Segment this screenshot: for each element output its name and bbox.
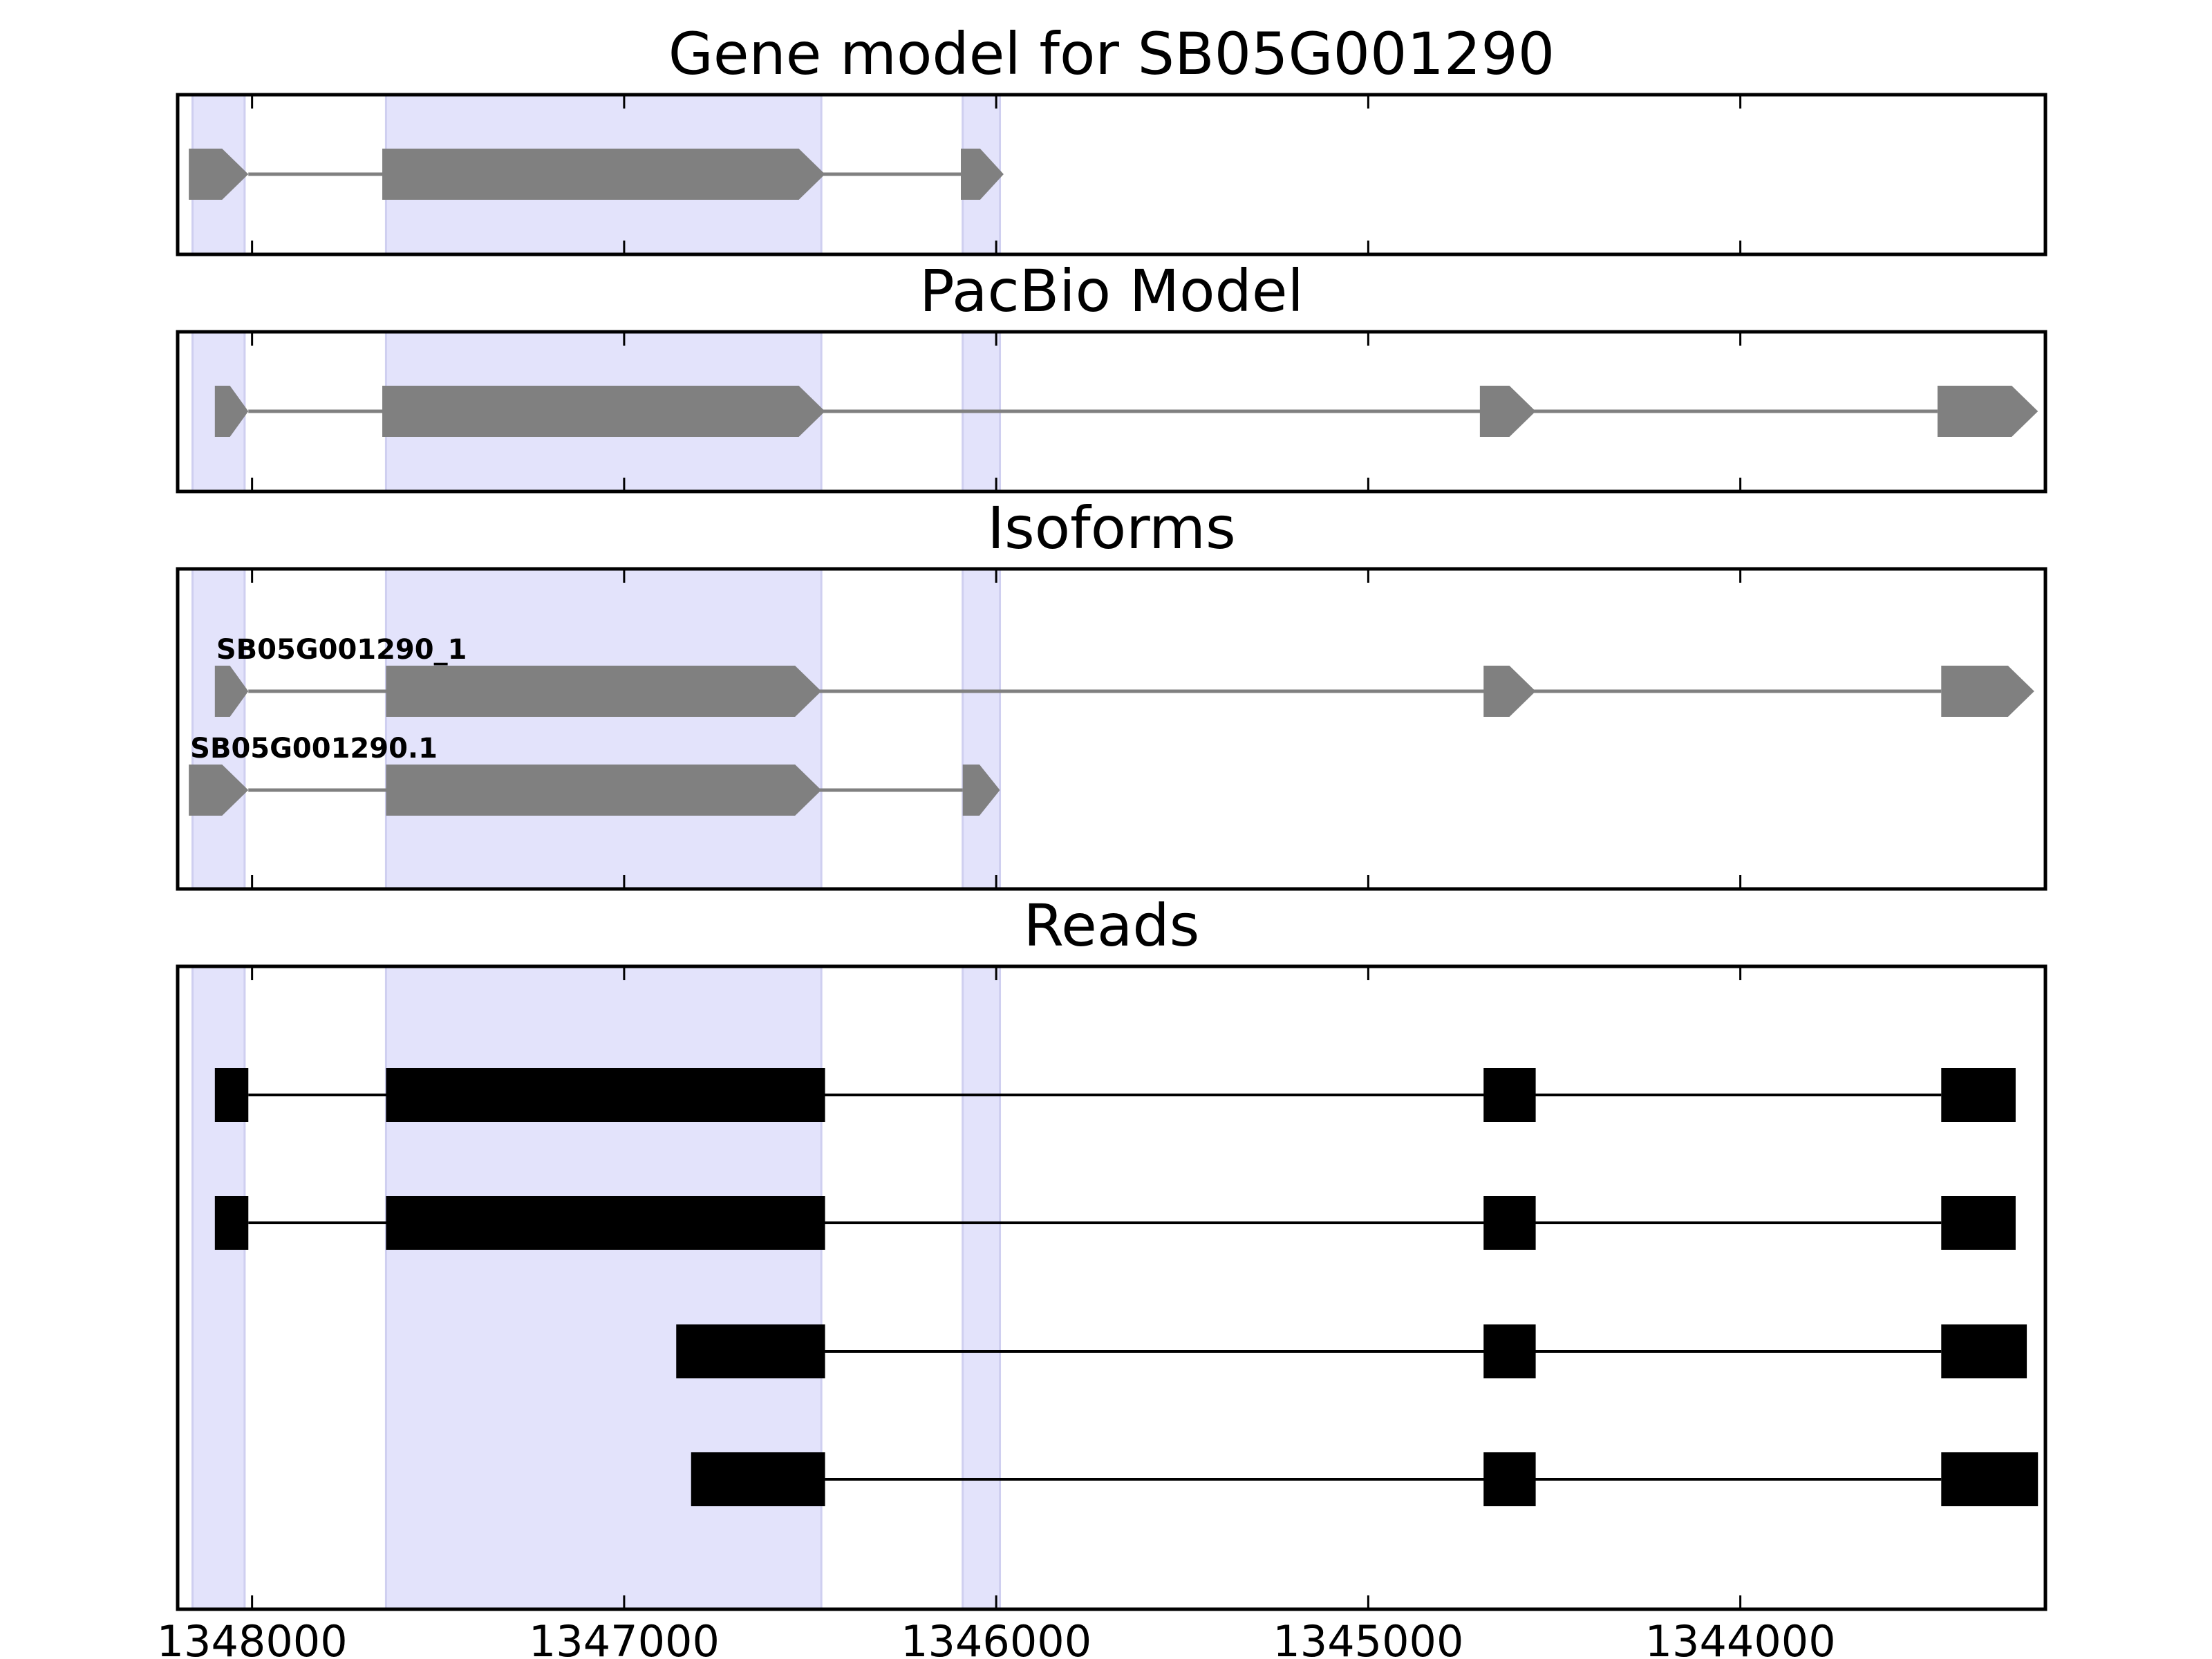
exon-arrow (382, 386, 825, 437)
gene-model-track-1 (189, 149, 1004, 200)
highlight-region-3 (962, 965, 1002, 1611)
exon-block (676, 1324, 825, 1378)
highlight-region-2 (384, 568, 823, 890)
pacbio-model-title: PacBio Model (919, 257, 1304, 325)
pacbio-model-track-1 (214, 386, 2038, 437)
highlight-region-3 (962, 568, 1002, 890)
isoform-label: SB05G001290_1 (216, 634, 467, 666)
highlight-layer (191, 93, 1002, 1611)
exon-block (1483, 1068, 1536, 1122)
exon-block (386, 1068, 825, 1122)
reads-track-2 (214, 1196, 2016, 1250)
x-tick-label: 1348000 (157, 1616, 348, 1659)
isoform-label: SB05G001290.1 (190, 733, 438, 765)
highlight-region-1 (191, 965, 246, 1611)
reads-track-3 (676, 1324, 2027, 1378)
exon-block (214, 1068, 249, 1122)
exon-block (1483, 1452, 1536, 1506)
exon-arrow (386, 765, 822, 816)
exon-block (691, 1452, 825, 1506)
reads-track-1 (214, 1068, 2016, 1122)
exon-arrow (386, 666, 822, 717)
exon-arrow (382, 149, 825, 200)
exon-arrow (1483, 666, 1536, 717)
isoforms-track-1 (214, 666, 2034, 717)
exon-arrow (214, 386, 249, 437)
exon-block (1941, 1196, 2016, 1250)
exon-block (214, 1196, 249, 1250)
exon-block (1941, 1452, 2038, 1506)
x-tick-label: 1345000 (1273, 1616, 1463, 1659)
isoforms-title: Isoforms (987, 494, 1236, 562)
track-layer (189, 149, 2038, 1506)
exon-block (1483, 1324, 1536, 1378)
x-tick-label: 1346000 (901, 1616, 1091, 1659)
exon-arrow (189, 149, 249, 200)
exon-arrow (1941, 666, 2034, 717)
gene-model-frame (176, 93, 2047, 256)
reads-frame (176, 964, 2047, 1611)
exon-arrow (961, 149, 1004, 200)
reads-title: Reads (1024, 892, 1200, 959)
exon-arrow (1937, 386, 2038, 437)
exon-arrow (962, 765, 1000, 816)
highlight-region-1 (191, 568, 246, 890)
pacbio-model-frame (176, 330, 2047, 494)
exon-block (1941, 1324, 2027, 1378)
frame-layer (176, 93, 2047, 1611)
highlight-region-2 (384, 965, 823, 1611)
isoforms-track-2 (189, 765, 1000, 816)
exon-arrow (189, 765, 249, 816)
exon-block (1941, 1068, 2016, 1122)
reads-track-4 (691, 1452, 2038, 1506)
x-tick-label: 1347000 (529, 1616, 720, 1659)
exon-arrow (1479, 386, 1536, 437)
isoforms-frame (176, 567, 2047, 891)
exon-block (386, 1196, 825, 1250)
text-layer: Gene model for SB05G001290 PacBio Model SB… (157, 20, 1836, 1659)
x-tick-label: 1344000 (1645, 1616, 1836, 1659)
exon-arrow (214, 666, 249, 717)
exon-block (1483, 1196, 1536, 1250)
gene-model-title: Gene model for SB05G001290 (668, 20, 1555, 88)
